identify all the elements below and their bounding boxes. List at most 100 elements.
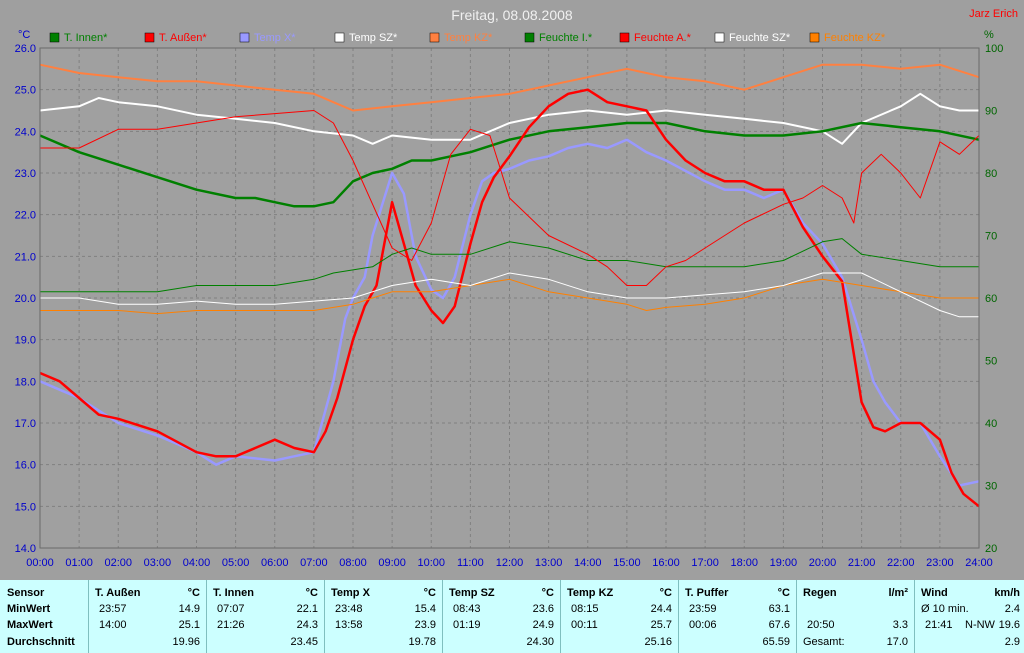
legend-item: Feuchte KZ* bbox=[809, 32, 886, 44]
stats-block: T. Puffer °C 23:59 63.1 00:06 67.6 65.59 bbox=[679, 580, 797, 653]
series-line bbox=[40, 110, 980, 286]
stats-unit: l/m² bbox=[888, 587, 908, 599]
stats-min-time: 07:07 bbox=[217, 603, 245, 615]
legend-item: T. Außen* bbox=[144, 32, 207, 44]
stats-sensor-name: T. Puffer bbox=[685, 587, 729, 599]
legend-swatch bbox=[714, 32, 725, 43]
stats-max-value: 24.9 bbox=[532, 619, 554, 631]
x-tick-label: 19:00 bbox=[770, 557, 798, 569]
x-tick-label: 23:00 bbox=[926, 557, 954, 569]
series-line bbox=[39, 121, 980, 208]
stats-max-value: 19.6 bbox=[998, 619, 1020, 631]
stats-unit: km/h bbox=[994, 587, 1020, 599]
legend-swatch bbox=[334, 32, 345, 43]
stats-min-time: 08:43 bbox=[453, 603, 481, 615]
stats-min-value: 24.4 bbox=[650, 603, 672, 615]
legend-item: T. Innen* bbox=[49, 32, 108, 44]
stats-max-value: 24.3 bbox=[296, 619, 318, 631]
stats-block: T. Außen °C 23:57 14.9 14:00 25.1 19.96 bbox=[89, 580, 207, 653]
series-line bbox=[39, 88, 980, 508]
stats-label-avg: Durchschnitt bbox=[7, 636, 75, 648]
stats-min-time: 08:15 bbox=[571, 603, 599, 615]
x-tick-label: 20:00 bbox=[809, 557, 837, 569]
series-line bbox=[40, 238, 979, 293]
y-left-tick-label: 25.0 bbox=[15, 85, 36, 97]
stats-max-time: 00:11 bbox=[571, 619, 598, 631]
stats-max-value: 25.7 bbox=[650, 619, 672, 631]
y-left-tick-label: 14.0 bbox=[15, 543, 36, 555]
legend-label: Feuchte A.* bbox=[634, 32, 692, 44]
x-tick-label: 11:00 bbox=[457, 557, 484, 569]
stats-block: Temp KZ °C 08:15 24.4 00:11 25.7 25.16 bbox=[561, 580, 679, 653]
stats-sensor-name: Temp KZ bbox=[567, 587, 614, 599]
legend-label: Temp X* bbox=[254, 32, 296, 44]
x-tick-label: 05:00 bbox=[222, 557, 250, 569]
y-right-tick-label: 50 bbox=[985, 356, 997, 368]
x-tick-label: 01:00 bbox=[65, 557, 93, 569]
stats-block: T. Innen °C 07:07 22.1 21:26 24.3 23.45 bbox=[207, 580, 325, 653]
stats-sensor-name: Wind bbox=[921, 587, 948, 599]
stats-total-value: 17.0 bbox=[886, 636, 908, 648]
stats-block: Temp SZ °C 08:43 23.6 01:19 24.9 24.30 bbox=[443, 580, 561, 653]
stats-min-value: 23.6 bbox=[532, 603, 554, 615]
grid bbox=[39, 47, 980, 549]
y-left-tick-label: 26.0 bbox=[15, 43, 36, 55]
x-tick-label: 00:00 bbox=[26, 557, 54, 569]
chart: 00:00 01:00 02:00 03:00 04:00 05:00 06:00 07:00… bbox=[14, 7, 1018, 569]
x-tick-label: 12:00 bbox=[496, 557, 524, 569]
plot-border bbox=[39, 47, 980, 549]
stats-unit: °C bbox=[305, 587, 318, 599]
y-right-tick-label: 80 bbox=[985, 168, 997, 180]
stats-sensor-name: Regen bbox=[803, 587, 837, 599]
legend-item: Temp X* bbox=[239, 32, 296, 44]
stats-max-time: 13:58 bbox=[335, 619, 363, 631]
author-label: Jarz Erich bbox=[969, 8, 1018, 20]
x-tick-label: 21:00 bbox=[848, 557, 876, 569]
stats-table: Sensor MinWert MaxWert Durchschnitt T. A… bbox=[0, 580, 1024, 653]
stats-total-label: Gesamt: bbox=[803, 636, 845, 648]
y-left-tick-label: 17.0 bbox=[15, 418, 36, 430]
y-left-tick-label: 20.0 bbox=[15, 293, 36, 305]
legend-label: Temp KZ* bbox=[444, 32, 493, 44]
stats-average: 19.96 bbox=[172, 636, 200, 648]
stats-max-time: 21:41 bbox=[925, 619, 953, 631]
legend-label: Feuchte KZ* bbox=[824, 32, 886, 44]
legend-swatch bbox=[239, 32, 250, 43]
legend-item: Temp KZ* bbox=[429, 32, 493, 44]
stats-header-sensor: Sensor bbox=[7, 587, 45, 599]
series-line bbox=[39, 138, 980, 487]
x-tick-label: 09:00 bbox=[378, 557, 406, 569]
x-tick-label: 13:00 bbox=[535, 557, 563, 569]
x-tick-label: 06:00 bbox=[261, 557, 289, 569]
stats-max-value: 67.6 bbox=[768, 619, 790, 631]
legend-swatch bbox=[524, 32, 535, 43]
stats-max-time: 14:00 bbox=[99, 619, 127, 631]
left-unit-label: °C bbox=[18, 29, 30, 41]
stats-max-time: 01:19 bbox=[453, 619, 481, 631]
series-line bbox=[40, 278, 979, 315]
x-tick-label: 18:00 bbox=[730, 557, 758, 569]
x-tick-label: 22:00 bbox=[887, 557, 915, 569]
stats-sensor-name: T. Innen bbox=[213, 587, 254, 599]
stats-min-value: 22.1 bbox=[296, 603, 318, 615]
x-tick-label: 24:00 bbox=[965, 557, 993, 569]
legend-item: Feuchte SZ* bbox=[714, 32, 791, 44]
stats-max-time: 21:26 bbox=[217, 619, 245, 631]
legend-label: Temp SZ* bbox=[349, 32, 398, 44]
legend-item: Temp SZ* bbox=[334, 32, 398, 44]
y-right-tick-label: 40 bbox=[985, 418, 997, 430]
stats-block-regen: Regen l/m² 20:50 3.3 Gesamt: 17.0 bbox=[797, 580, 915, 653]
legend-label: T. Außen* bbox=[159, 32, 207, 44]
stats-sensor-name: Temp SZ bbox=[449, 587, 495, 599]
stats-average: 24.30 bbox=[526, 636, 554, 648]
y-left-tick-label: 18.0 bbox=[15, 376, 36, 388]
stats-max-time: 20:50 bbox=[807, 619, 835, 631]
y-right-tick-label: 90 bbox=[985, 106, 997, 118]
stats-block: Temp X °C 23:48 15.4 13:58 23.9 19.78 bbox=[325, 580, 443, 653]
y-left-tick-label: 19.0 bbox=[15, 335, 36, 347]
x-tick-label: 10:00 bbox=[417, 557, 445, 569]
y-right-tick-label: 30 bbox=[985, 481, 997, 493]
stats-sensor-name: Temp X bbox=[331, 587, 370, 599]
legend-swatch bbox=[809, 32, 820, 43]
stats-min-label: Ø 10 min. bbox=[921, 603, 969, 615]
